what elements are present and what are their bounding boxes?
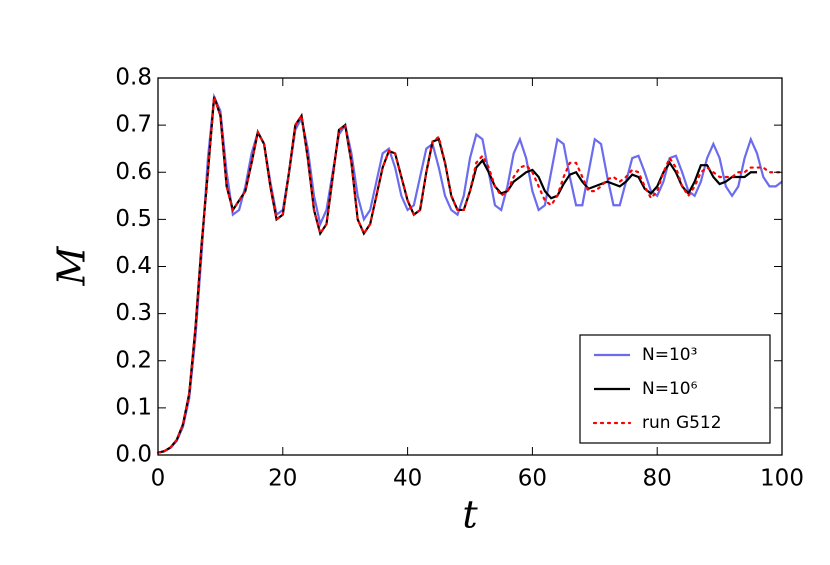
series-line — [156, 96, 784, 454]
x-tick-label: 0 — [151, 466, 166, 492]
y-tick-label: 0.6 — [115, 159, 152, 185]
y-tick-label: 0.3 — [115, 300, 152, 326]
x-tick-label: 20 — [268, 466, 297, 492]
x-tick-label: 80 — [643, 466, 672, 492]
legend-label: run G512 — [642, 413, 722, 433]
y-tick-label: 0.8 — [115, 65, 152, 91]
y-tick-label: 0.7 — [115, 112, 152, 138]
y-tick-label: 0.1 — [115, 394, 152, 420]
x-axis-label: t — [462, 493, 478, 537]
legend-label: N=10³ — [642, 345, 697, 365]
x-tick-label: 100 — [760, 466, 804, 492]
legend-label: N=10⁶ — [642, 379, 698, 399]
y-tick-label: 0.0 — [115, 442, 152, 468]
x-tick-label: 60 — [518, 466, 547, 492]
y-axis-label: M — [50, 245, 94, 286]
y-tick-label: 0.4 — [115, 253, 152, 279]
y-tick-label: 0.5 — [115, 206, 152, 232]
y-tick-label: 0.2 — [115, 347, 152, 373]
x-tick-label: 40 — [393, 466, 422, 492]
